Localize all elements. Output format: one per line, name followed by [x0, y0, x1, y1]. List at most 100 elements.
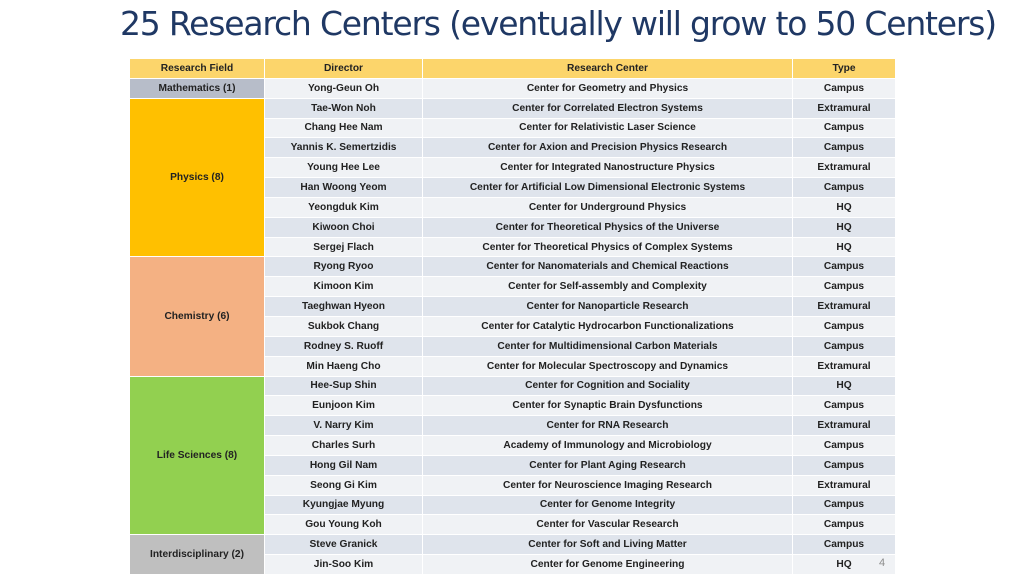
- type-cell: Campus: [792, 534, 896, 556]
- type-cell: Campus: [792, 435, 896, 456]
- director-cell: Kiwoon Choi: [264, 216, 423, 238]
- director-cell: Yong-Geun Oh: [264, 77, 423, 99]
- research-center-cell: Center for Nanomaterials and Chemical Re…: [422, 256, 793, 278]
- director-cell: Hong Gil Nam: [264, 454, 423, 476]
- research-center-cell: Center for Correlated Electron Systems: [422, 97, 793, 119]
- director-cell: Han Woong Yeom: [264, 177, 423, 198]
- research-center-cell: Center for Molecular Spectroscopy and Dy…: [422, 355, 793, 377]
- table-row: Sergej Flach Center for Theoretical Physi…: [130, 236, 896, 258]
- table-row: Jin-Soo Kim Center for Genome Engineering…: [130, 554, 896, 575]
- type-cell: Campus: [792, 395, 896, 417]
- research-center-cell: Center for Geometry and Physics: [422, 77, 793, 99]
- director-cell: Seong Gi Kim: [264, 474, 423, 496]
- table-row: Life Sciences (8) Hee-Sup Shin Center for …: [129, 375, 896, 536]
- type-cell: HQ: [792, 554, 896, 575]
- research-center-cell: Center for Soft and Living Matter: [422, 534, 793, 556]
- type-cell: Campus: [792, 514, 896, 536]
- research-center-cell: Center for Relativistic Laser Science: [422, 117, 793, 139]
- director-cell: V. Narry Kim: [264, 415, 423, 437]
- research-center-cell: Center for Theoretical Physics of the Un…: [422, 216, 793, 238]
- research-centers-table: Research Field Director Research Center …: [129, 58, 896, 575]
- table-row: Yeongduk Kim Center for Underground Physi…: [130, 196, 896, 218]
- type-cell: Extramural: [792, 157, 896, 179]
- director-cell: Taeghwan Hyeon: [264, 296, 423, 317]
- research-field-cell: Life Sciences (8): [129, 375, 265, 536]
- type-cell: Campus: [792, 335, 896, 357]
- type-cell: HQ: [792, 236, 896, 258]
- slide-title: 25 Research Centers (eventually will gro…: [120, 4, 997, 43]
- table-row: Kiwoon Choi Center for Theoretical Physic…: [130, 216, 896, 238]
- director-cell: Kyungjae Myung: [264, 494, 423, 516]
- research-center-cell: Center for Genome Integrity: [422, 494, 793, 516]
- type-cell: Campus: [792, 177, 896, 198]
- director-cell: Tae-Won Noh: [264, 97, 423, 119]
- type-cell: Extramural: [792, 474, 896, 496]
- table-row: Seong Gi Kim Center for Neuroscience Imag…: [130, 474, 896, 496]
- research-center-cell: Center for Vascular Research: [422, 514, 793, 536]
- director-cell: Rodney S. Ruoff: [264, 335, 423, 357]
- director-cell: Sukbok Chang: [264, 315, 423, 337]
- research-field-cell: Physics (8): [129, 97, 265, 258]
- type-cell: Campus: [792, 117, 896, 139]
- research-field-cell: Interdisciplinary (2): [129, 534, 265, 575]
- type-cell: Extramural: [792, 97, 896, 119]
- research-center-cell: Center for Integrated Nanostructure Phys…: [422, 157, 793, 179]
- research-center-cell: Center for Underground Physics: [422, 196, 793, 218]
- director-cell: Hee-Sup Shin: [264, 375, 423, 397]
- type-cell: HQ: [792, 196, 896, 218]
- type-cell: HQ: [792, 375, 896, 397]
- type-cell: Extramural: [792, 296, 896, 317]
- research-center-cell: Center for Neuroscience Imaging Research: [422, 474, 793, 496]
- research-center-cell: Center for Self-assembly and Complexity: [422, 276, 793, 298]
- table-row: Sukbok Chang Center for Catalytic Hydroca…: [130, 315, 896, 337]
- type-cell: Campus: [792, 454, 896, 476]
- type-cell: HQ: [792, 216, 896, 238]
- table-row: Yannis K. Semertzidis Center for Axion an…: [130, 137, 896, 159]
- research-center-cell: Center for Synaptic Brain Dysfunctions: [422, 395, 793, 417]
- research-center-cell: Academy of Immunology and Microbiology: [422, 435, 793, 456]
- director-cell: Charles Surh: [264, 435, 423, 456]
- director-cell: Sergej Flach: [264, 236, 423, 258]
- director-cell: Yeongduk Kim: [264, 196, 423, 218]
- column-header-research-field: Research Field: [129, 58, 265, 79]
- type-cell: Campus: [792, 137, 896, 159]
- director-cell: Min Haeng Cho: [264, 355, 423, 377]
- director-cell: Young Hee Lee: [264, 157, 423, 179]
- table-row: Charles Surh Academy of Immunology and Mi…: [130, 435, 896, 456]
- research-center-cell: Center for Cognition and Sociality: [422, 375, 793, 397]
- research-center-cell: Center for Artificial Low Dimensional El…: [422, 177, 793, 198]
- column-header-director: Director: [264, 58, 423, 79]
- director-cell: Eunjoon Kim: [264, 395, 423, 417]
- table-row: Kimoon Kim Center for Self-assembly and C…: [130, 276, 896, 298]
- research-center-cell: Center for Nanoparticle Research: [422, 296, 793, 317]
- column-header-type: Type: [792, 58, 896, 79]
- research-center-cell: Center for Plant Aging Research: [422, 454, 793, 476]
- director-cell: Chang Hee Nam: [264, 117, 423, 139]
- table-body: Research Field Director Research Center …: [129, 58, 896, 575]
- table-row: Kyungjae Myung Center for Genome Integrit…: [130, 494, 896, 516]
- research-center-cell: Center for Multidimensional Carbon Mater…: [422, 335, 793, 357]
- table-row: Young Hee Lee Center for Integrated Nanos…: [130, 157, 896, 179]
- research-center-cell: Center for Genome Engineering: [422, 554, 793, 575]
- table-row: Physics (8) Tae-Won Noh Center for Correla…: [129, 97, 896, 258]
- type-cell: Extramural: [792, 355, 896, 377]
- research-center-cell: Center for Catalytic Hydrocarbon Functio…: [422, 315, 793, 337]
- director-cell: Gou Young Koh: [264, 514, 423, 536]
- table-row: Chemistry (6) Ryong Ryoo Center for Nanoma…: [129, 256, 896, 377]
- research-field-cell: Chemistry (6): [129, 256, 265, 377]
- table-row: Mathematics (1) Yong-Geun Oh Center for Ge…: [129, 77, 896, 99]
- table-header-row: Research Field Director Research Center …: [129, 58, 896, 79]
- column-header-research-center: Research Center: [422, 58, 793, 79]
- director-cell: Steve Granick: [264, 534, 423, 556]
- director-cell: Yannis K. Semertzidis: [264, 137, 423, 159]
- table-row: Rodney S. Ruoff Center for Multidimension…: [130, 335, 896, 357]
- director-cell: Ryong Ryoo: [264, 256, 423, 278]
- research-center-cell: Center for Theoretical Physics of Comple…: [422, 236, 793, 258]
- type-cell: Campus: [792, 315, 896, 337]
- research-center-cell: Center for Axion and Precision Physics R…: [422, 137, 793, 159]
- type-cell: Campus: [792, 256, 896, 278]
- type-cell: Campus: [792, 77, 896, 99]
- type-cell: Campus: [792, 494, 896, 516]
- table-row: Interdisciplinary (2) Steve Granick Center…: [129, 534, 896, 575]
- research-center-cell: Center for RNA Research: [422, 415, 793, 437]
